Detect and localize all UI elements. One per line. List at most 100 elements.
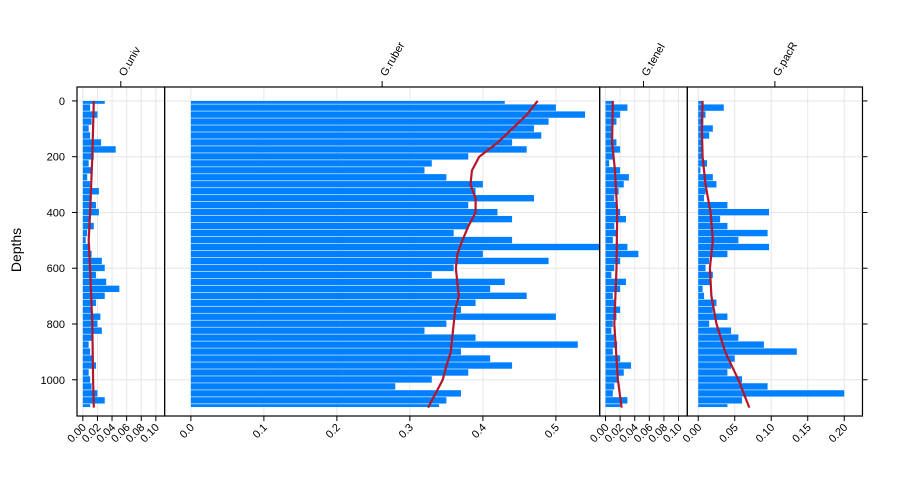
data-bar bbox=[190, 362, 513, 369]
data-bar bbox=[82, 250, 92, 258]
data-bar bbox=[698, 376, 743, 383]
data-bar bbox=[190, 167, 425, 174]
data-bar bbox=[698, 118, 704, 125]
data-bar bbox=[605, 208, 621, 216]
data-bar bbox=[190, 355, 491, 362]
data-bar bbox=[605, 167, 621, 174]
smoother-line bbox=[87, 100, 95, 408]
data-bar bbox=[82, 132, 91, 139]
data-bar bbox=[698, 299, 717, 306]
data-bar bbox=[605, 125, 612, 132]
data-bar bbox=[698, 132, 710, 139]
data-bar bbox=[605, 404, 621, 408]
data-bar bbox=[698, 100, 702, 104]
data-bar bbox=[698, 153, 702, 160]
y-tick-label: 1000 bbox=[41, 375, 65, 387]
data-bar bbox=[190, 160, 432, 167]
data-bar bbox=[190, 250, 483, 258]
data-bar bbox=[190, 236, 513, 244]
data-bar bbox=[82, 181, 91, 188]
data-bar bbox=[605, 153, 615, 160]
data-bar bbox=[605, 355, 621, 362]
data-bar bbox=[82, 229, 88, 237]
data-bar bbox=[605, 306, 621, 313]
data-bar bbox=[82, 390, 98, 397]
data-bar bbox=[605, 341, 618, 348]
data-bar bbox=[698, 383, 768, 390]
data-bar bbox=[82, 278, 107, 286]
data-bar bbox=[190, 278, 505, 286]
data-bar bbox=[190, 215, 513, 223]
data-bar bbox=[605, 100, 613, 104]
data-bar bbox=[698, 369, 728, 376]
data-bar bbox=[605, 257, 621, 265]
data-bar bbox=[605, 334, 615, 341]
data-bar bbox=[190, 292, 527, 299]
panel-label: G.pacR bbox=[771, 40, 800, 78]
data-bar bbox=[190, 181, 483, 188]
x-tick-label: 0.05 bbox=[717, 422, 741, 446]
panel-o-univ: 0.000.020.040.060.080.10O.univ bbox=[65, 45, 166, 445]
data-bar bbox=[605, 348, 613, 355]
data-bar bbox=[698, 257, 710, 265]
panel-label: O.univ bbox=[117, 45, 144, 79]
data-bar bbox=[190, 341, 578, 348]
data-bar bbox=[190, 174, 447, 181]
data-bar bbox=[82, 383, 92, 390]
data-bar bbox=[82, 285, 120, 293]
data-bar bbox=[190, 208, 498, 216]
data-bar bbox=[605, 362, 632, 369]
data-bar bbox=[82, 215, 91, 223]
x-tick-label: 0.00 bbox=[681, 422, 705, 446]
y-tick-label: 200 bbox=[47, 152, 65, 164]
data-bar bbox=[190, 257, 549, 265]
data-bar bbox=[82, 299, 96, 306]
data-bar bbox=[190, 348, 461, 355]
y-tick-label: 0 bbox=[59, 96, 65, 108]
data-bar bbox=[698, 181, 717, 188]
data-bar bbox=[190, 299, 476, 306]
data-bar bbox=[605, 104, 628, 111]
data-bar bbox=[82, 125, 89, 132]
data-bar bbox=[605, 202, 617, 209]
data-bar bbox=[698, 348, 797, 355]
data-bar bbox=[190, 383, 396, 390]
data-bar bbox=[190, 202, 469, 209]
data-bar bbox=[190, 125, 534, 132]
data-bar bbox=[190, 334, 476, 341]
data-bar bbox=[190, 222, 469, 230]
data-bar bbox=[698, 327, 732, 334]
data-bar bbox=[605, 222, 615, 230]
smoother-line bbox=[610, 100, 623, 408]
x-tick-label: 0.1 bbox=[251, 422, 270, 441]
data-bar bbox=[698, 404, 728, 408]
data-bar bbox=[82, 355, 94, 362]
data-bar bbox=[698, 362, 732, 369]
data-bar bbox=[190, 327, 425, 334]
data-bar bbox=[698, 285, 703, 293]
data-bar bbox=[605, 160, 610, 167]
data-bar bbox=[82, 341, 89, 348]
data-bar bbox=[605, 139, 617, 146]
data-bar bbox=[698, 355, 735, 362]
data-bar bbox=[698, 306, 713, 313]
data-bar bbox=[698, 292, 705, 299]
data-bar bbox=[82, 306, 92, 313]
data-bar bbox=[698, 313, 728, 320]
y-axis-label: Depths bbox=[8, 228, 24, 272]
data-bar bbox=[698, 334, 739, 341]
data-bar bbox=[190, 100, 505, 104]
data-bar bbox=[190, 285, 491, 293]
data-bar bbox=[605, 215, 626, 223]
data-bar bbox=[698, 397, 743, 404]
x-tick-label: 0.20 bbox=[827, 422, 851, 446]
data-bar bbox=[190, 369, 469, 376]
data-bar bbox=[605, 264, 615, 272]
data-bar bbox=[605, 188, 619, 195]
data-bar bbox=[698, 104, 724, 111]
data-bar bbox=[82, 376, 91, 383]
data-bar bbox=[605, 292, 613, 299]
panel-g-ruber: 0.0 0.1 0.2 0.3 0.4 0.5 G.ruber bbox=[164, 40, 601, 441]
y-tick-label: 800 bbox=[47, 319, 65, 331]
data-bar bbox=[698, 195, 705, 202]
